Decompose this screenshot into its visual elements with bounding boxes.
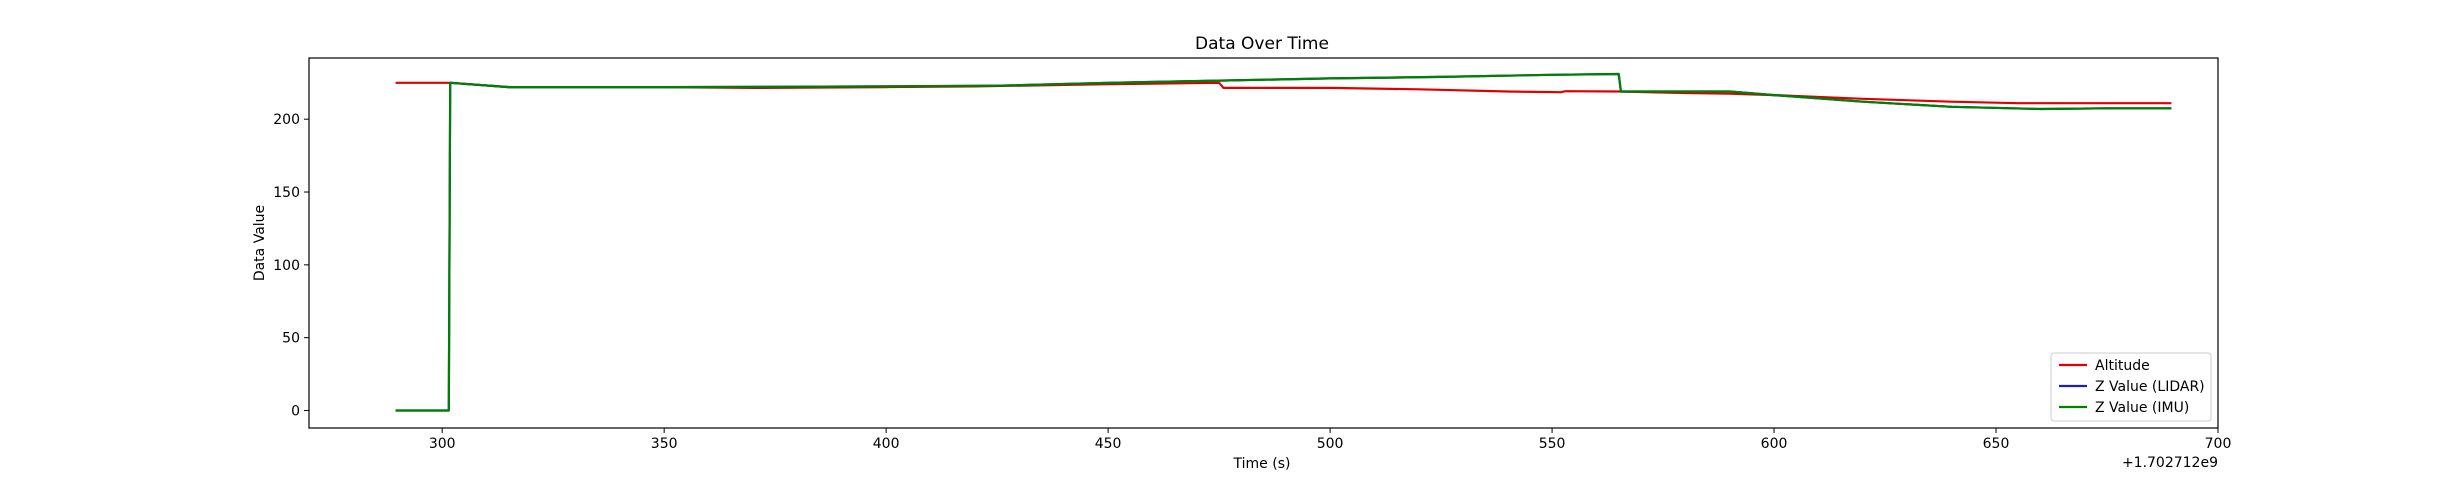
series-layer bbox=[395, 72, 2172, 412]
x-axis-offset-label: +1.702712e9 bbox=[2122, 455, 2218, 471]
x-tick-label: 600 bbox=[1761, 436, 1788, 452]
x-tick-label: 450 bbox=[1095, 436, 1122, 452]
x-tick-label: 350 bbox=[651, 436, 678, 452]
legend-label-z-value-imu: Z Value (IMU) bbox=[2095, 400, 2189, 416]
legend-box bbox=[2050, 352, 2212, 422]
x-tick-label: 700 bbox=[2205, 436, 2232, 452]
y-tick-label: 200 bbox=[273, 112, 300, 128]
x-axis-ticks: 300 350 400 450 500 550 600 650 700 bbox=[429, 428, 2232, 452]
x-tick-label: 500 bbox=[1317, 436, 1344, 452]
y-tick-label: 50 bbox=[282, 331, 300, 347]
legend-label-z-value-lidar: Z Value (LIDAR) bbox=[2095, 379, 2205, 395]
plot-frame bbox=[308, 57, 2219, 429]
x-tick-label: 550 bbox=[1539, 436, 1566, 452]
x-axis-label: Time (s) bbox=[1233, 456, 1291, 472]
y-tick-label: 0 bbox=[291, 404, 300, 420]
legend-label-altitude: Altitude bbox=[2095, 358, 2150, 374]
x-tick-label: 650 bbox=[1983, 436, 2010, 452]
plot-area bbox=[308, 57, 2219, 429]
y-tick-label: 150 bbox=[273, 185, 300, 201]
y-tick-label: 100 bbox=[273, 258, 300, 274]
y-axis-ticks: 0 50 100 150 200 bbox=[273, 112, 309, 420]
series-line-z-value-imu bbox=[395, 72, 2172, 412]
legend: Altitude Z Value (LIDAR) Z Value (IMU) bbox=[2050, 352, 2212, 422]
x-tick-label: 400 bbox=[873, 436, 900, 452]
chart-title: Data Over Time bbox=[1195, 34, 1329, 54]
x-tick-label: 300 bbox=[429, 436, 456, 452]
y-axis-label: Data Value bbox=[252, 205, 268, 281]
